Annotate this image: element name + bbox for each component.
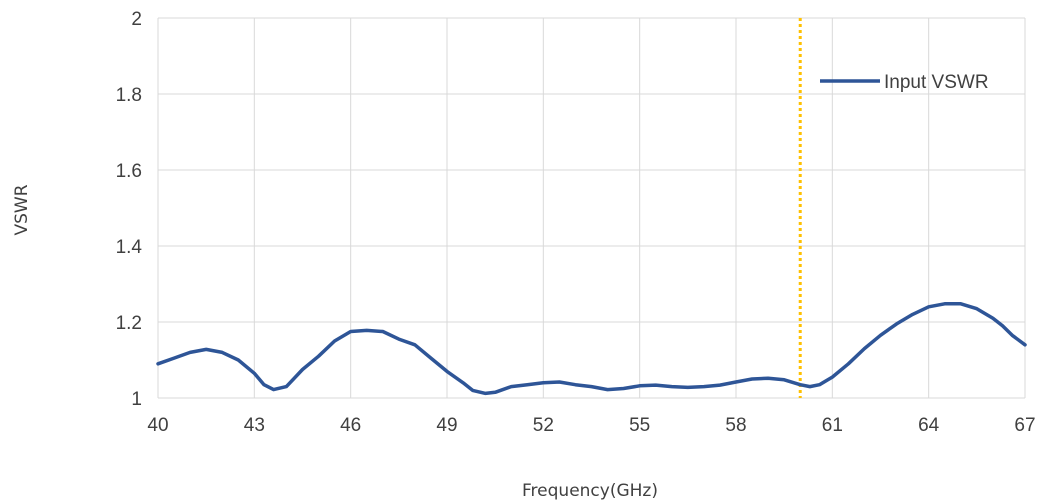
y-tick-label: 1.8	[116, 85, 142, 106]
series-layer	[156, 302, 1027, 396]
x-axis-tick-labels: 40 43 46 49 52 55 58 61 64 67	[147, 415, 1035, 436]
x-tick-label: 43	[244, 415, 265, 436]
x-tick-label: 67	[1014, 415, 1035, 436]
x-tick-label: 61	[822, 415, 843, 436]
y-tick-label: 1.6	[116, 161, 142, 182]
x-axis-title: Frequency(GHz)	[522, 481, 658, 501]
x-tick-label: 49	[436, 415, 457, 436]
x-tick-label: 64	[918, 415, 940, 436]
x-tick-label: 40	[147, 415, 168, 436]
x-tick-label: 58	[725, 415, 746, 436]
y-tick-label: 2	[131, 9, 142, 30]
legend-label-input-vswr: Input VSWR	[884, 72, 989, 93]
y-tick-label: 1	[131, 389, 142, 410]
y-axis-title: VSWR	[12, 184, 32, 235]
y-tick-label: 1.2	[116, 313, 142, 334]
legend: Input VSWR	[820, 72, 989, 93]
x-tick-label: 55	[629, 415, 650, 436]
series-line-input-vswr	[156, 302, 1027, 396]
grid	[157, 17, 1026, 399]
x-tick-label: 52	[533, 415, 554, 436]
x-tick-label: 46	[340, 415, 361, 436]
y-tick-label: 1.4	[116, 237, 143, 258]
y-axis-tick-labels: 1 1.2 1.4 1.6 1.8 2	[116, 9, 143, 410]
